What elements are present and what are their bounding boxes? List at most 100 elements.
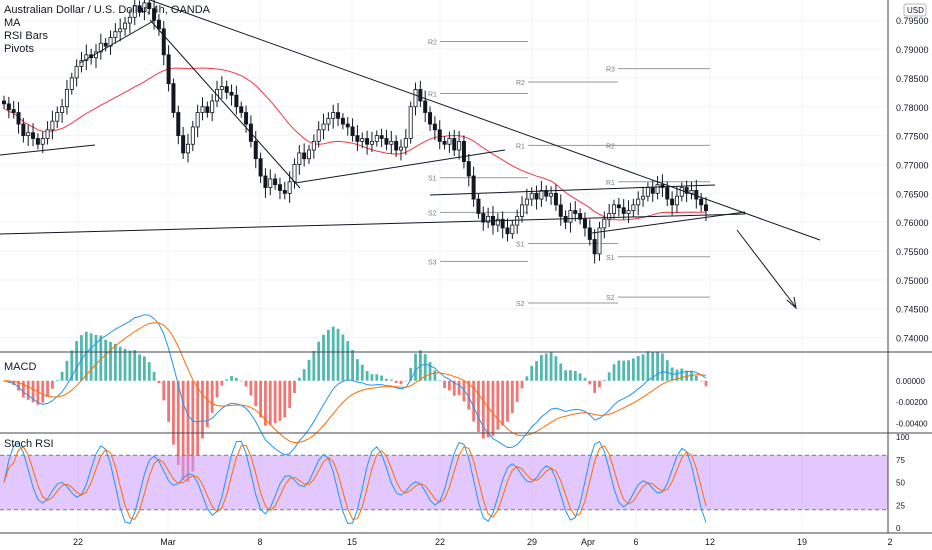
signal-line: [3, 322, 707, 444]
macd-histogram-bar: [496, 380, 500, 430]
macd-histogram-bar: [636, 355, 640, 381]
candle-body: [645, 187, 650, 197]
trend-line: [79, 19, 156, 64]
macd-histogram-bar: [41, 380, 45, 403]
macd-histogram-bar: [239, 380, 243, 382]
indicator-rsi-bars[interactable]: RSI Bars: [4, 30, 49, 42]
candle-body: [55, 112, 60, 122]
candle-body: [113, 31, 118, 38]
candle-body: [704, 204, 709, 212]
macd-histogram-bar: [341, 334, 345, 381]
candle-body: [650, 187, 655, 194]
macd-histogram-bar: [230, 376, 233, 381]
macd-histogram-bar: [210, 380, 214, 413]
candle-body: [418, 89, 423, 102]
macd-histogram-bar: [346, 341, 350, 381]
price-tick-label: 0.74000: [896, 334, 929, 344]
candle-body: [602, 218, 607, 229]
macd-histogram-bar: [559, 363, 563, 381]
macd-histogram-bar: [351, 350, 354, 381]
candle-body: [79, 60, 84, 67]
candle-body: [394, 140, 399, 151]
macd-histogram-bar: [84, 331, 88, 381]
trend-line: [429, 184, 716, 196]
candle-body: [597, 227, 602, 255]
macd-histogram-bar: [438, 380, 442, 382]
time-tick-label: 2: [887, 537, 892, 547]
candle-body: [195, 112, 200, 128]
macd-histogram-bar: [631, 358, 635, 381]
macd-title[interactable]: MACD: [4, 361, 37, 373]
macd-histogram-bar: [244, 380, 248, 387]
macd-histogram-bar: [617, 360, 621, 381]
macd-histogram-bar: [651, 352, 655, 381]
macd-histogram-bar: [467, 380, 471, 410]
macd-histogram-bar: [656, 351, 659, 381]
candle-body: [156, 19, 161, 30]
indicator-pivots[interactable]: Pivots: [4, 43, 34, 55]
pivot-label: R2: [428, 40, 437, 47]
macd-histogram-bar: [12, 380, 16, 386]
time-tick-label: Apr: [581, 537, 595, 547]
candle-body: [224, 86, 229, 93]
macd-histogram-bar: [152, 372, 156, 381]
macd-histogram-bar: [181, 380, 185, 481]
macd-histogram-bar: [55, 379, 59, 381]
candle-body: [307, 149, 312, 160]
macd-histogram-bar: [293, 380, 296, 394]
pivot-label: S2: [606, 295, 615, 302]
candle-body: [553, 192, 558, 206]
macd-histogram-bar: [622, 360, 626, 381]
candle-body: [379, 135, 384, 139]
macd-histogram-bar: [428, 362, 432, 381]
macd-histogram-bar: [283, 380, 287, 418]
price-tick-label: 0.74500: [896, 305, 929, 315]
macd-histogram-bar: [443, 380, 446, 388]
macd-histogram-bar: [254, 380, 258, 407]
candle-body: [679, 187, 684, 197]
candle-body: [210, 100, 215, 113]
indicator-ma[interactable]: MA: [4, 17, 21, 29]
macd-histogram-bar: [51, 380, 54, 389]
candle-body: [568, 210, 573, 223]
candle-body: [674, 195, 679, 206]
macd-histogram-bar: [409, 367, 413, 381]
stoch-tick-label: 50: [896, 479, 905, 488]
candle-body: [641, 195, 646, 200]
macd-histogram-bar: [302, 369, 306, 381]
time-tick-label: 22: [435, 537, 445, 547]
candle-body: [365, 138, 370, 145]
macd-histogram-bar: [360, 364, 364, 381]
candle-body: [592, 239, 597, 255]
macd-histogram-bar: [249, 380, 253, 396]
candle-body: [384, 138, 389, 145]
macd-histogram-bar: [99, 335, 103, 381]
candle-body: [258, 158, 263, 177]
candle-body: [74, 65, 79, 79]
macd-tick-label: -0.00200: [896, 398, 928, 407]
macd-histogram-bar: [641, 354, 645, 381]
candle-body: [660, 184, 665, 188]
candle-body: [500, 218, 505, 229]
stoch-rsi-title[interactable]: Stoch RSI: [4, 438, 54, 450]
macd-histogram-bar: [481, 380, 485, 439]
candle-body: [694, 190, 699, 200]
price-tick-label: 0.79000: [896, 45, 929, 55]
macd-histogram-bar: [75, 341, 79, 381]
candle-body: [626, 210, 631, 214]
candle-body: [549, 192, 554, 197]
candle-body: [21, 123, 26, 137]
candle-body: [481, 213, 486, 223]
price-tick-label: 0.78000: [896, 103, 929, 113]
macd-histogram-bar: [234, 378, 238, 381]
candle-body: [40, 138, 45, 145]
time-tick-label: Mar: [160, 537, 176, 547]
macd-histogram-bar: [205, 380, 209, 428]
candle-body: [229, 91, 234, 96]
macd-histogram-bar: [167, 380, 171, 422]
candle-body: [185, 143, 190, 154]
macd-histogram-bar: [317, 341, 321, 381]
candle-body: [60, 106, 65, 113]
candle-body: [369, 140, 374, 145]
